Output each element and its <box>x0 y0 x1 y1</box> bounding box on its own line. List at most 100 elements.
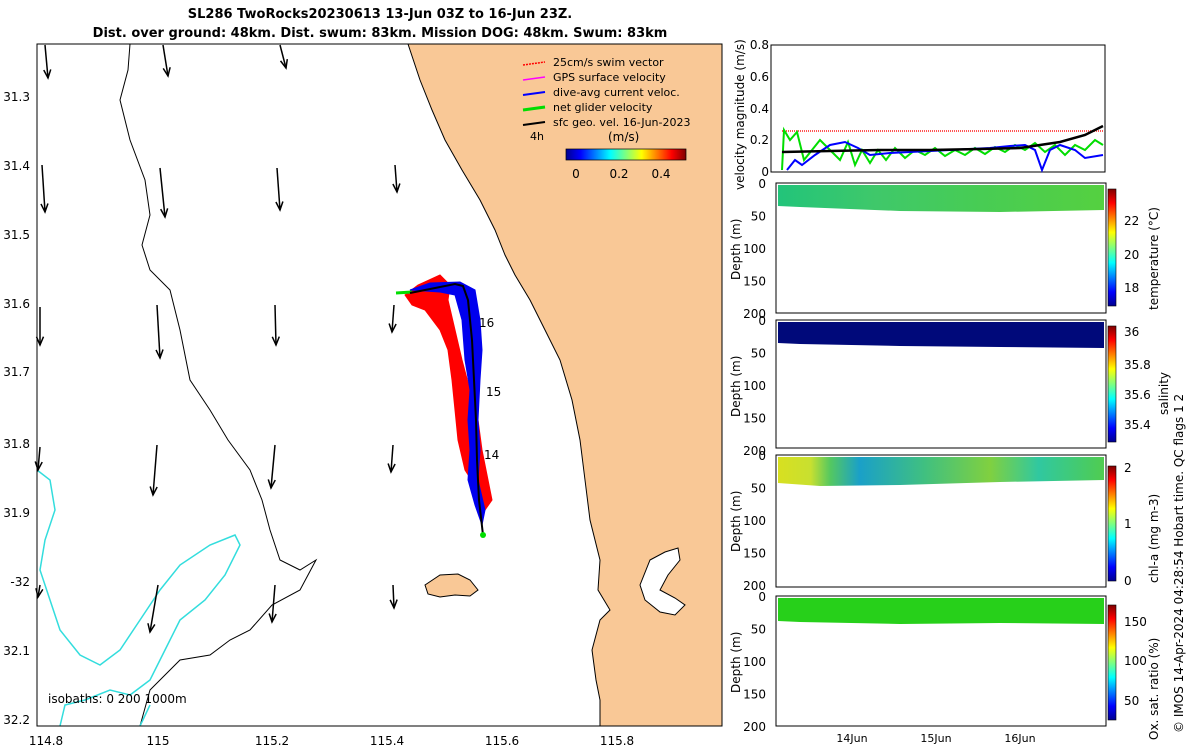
time-tick: 14Jun <box>836 732 867 745</box>
geo-arrow <box>267 444 276 490</box>
y-tick: 0.2 <box>750 133 769 147</box>
cbar-tick: 2 <box>1124 461 1132 475</box>
depth-axes: 0 50 100 150 200 Depth (m) 0 50 100 150 200 Depth (… <box>729 177 766 734</box>
time-step-label: 4h <box>530 130 544 143</box>
geo-arrow <box>149 444 158 497</box>
map-axes: 114.8 115 115.2 115.4 115.6 115.8 31.3 3… <box>3 90 634 748</box>
depth-tick: 100 <box>743 514 766 528</box>
cbar-tick: 22 <box>1124 214 1139 228</box>
depth-tick: 0 <box>758 590 766 604</box>
imos-credit: © IMOS 14-Apr-2024 04:28:54 Hobart time.… <box>1172 393 1186 733</box>
current-vectors <box>409 281 486 527</box>
legend-swatch <box>522 61 546 66</box>
cbar-tick: 100 <box>1124 654 1147 668</box>
depth-tick: 50 <box>751 210 766 224</box>
colorbar-tick: 0 <box>572 167 580 181</box>
colorbar-tick: 0.4 <box>651 167 670 181</box>
cbar-tick: 35.8 <box>1124 358 1151 372</box>
depth-tick: 50 <box>751 347 766 361</box>
chla-panel: 2 1 0 chl-a (mg m-3) <box>775 454 1161 588</box>
chla-label: chl-a (mg m-3) <box>1147 494 1161 583</box>
depth-tick: 0 <box>758 449 766 463</box>
depth-tick: 200 <box>743 720 766 734</box>
salinity-panel: 36 35.8 35.6 35.4 salinity <box>775 319 1171 449</box>
cbar-tick: 18 <box>1124 281 1139 295</box>
net-velocity <box>395 290 413 295</box>
salinity-label: salinity <box>1157 372 1171 415</box>
salinity-colorbar <box>1107 325 1117 443</box>
geo-arrow <box>35 584 44 599</box>
day-label-16: 16 <box>479 316 494 330</box>
temperature-colorbar <box>1107 188 1117 307</box>
cbar-tick: 35.6 <box>1124 388 1151 402</box>
map-panel <box>36 43 723 727</box>
x-tick: 115 <box>147 734 170 748</box>
geo-arrow <box>388 304 397 334</box>
legend-swatch <box>522 76 546 81</box>
net-velocity-line <box>781 126 1104 171</box>
geo-arrow <box>159 167 169 219</box>
depth-tick: 200 <box>743 307 766 321</box>
depth-tick: 100 <box>743 655 766 669</box>
x-tick: 114.8 <box>29 734 63 748</box>
geo-arrow <box>387 444 396 474</box>
plot-title-line1: SL286 TwoRocks20230613 13-Jun 03Z to 16-… <box>187 7 573 22</box>
geo-arrow <box>34 446 43 472</box>
peel-estuary <box>639 547 686 616</box>
cbar-tick: 50 <box>1124 694 1139 708</box>
isobath-1000m <box>36 469 241 727</box>
geo-arrow <box>268 584 277 624</box>
land-mass <box>407 43 723 727</box>
legend-label: net glider velocity <box>553 101 653 114</box>
y-tick: 0.4 <box>750 102 769 116</box>
depth-tick: 150 <box>743 412 766 426</box>
legend-item: 25cm/s swim vector <box>522 56 664 69</box>
oxygen-section <box>778 598 1104 624</box>
geo-arrow <box>162 44 171 78</box>
depth-ylabel: Depth (m) <box>729 491 743 552</box>
chla-colorbar <box>1107 465 1117 582</box>
geostrophic-arrows <box>34 44 401 634</box>
y-tick: 0.6 <box>750 70 769 84</box>
x-tick: 115.4 <box>370 734 404 748</box>
cbar-tick: 20 <box>1124 248 1139 262</box>
time-tick: 15Jun <box>920 732 951 745</box>
cbar-tick: 1 <box>1124 517 1132 531</box>
geo-arrow <box>275 167 284 212</box>
depth-tick: 0 <box>758 177 766 191</box>
y-tick: 32.2 <box>3 713 30 727</box>
track-end <box>480 532 486 538</box>
chla-section <box>778 457 1104 486</box>
speed-colorbar <box>565 148 687 161</box>
velocity-ylabel: velocity magnitude (m/s) <box>733 39 747 190</box>
geo-arrow <box>389 584 398 610</box>
velocity-axes <box>770 44 1106 173</box>
y-tick: 0 <box>761 165 769 179</box>
isobath-1000m-b <box>139 704 151 727</box>
geo-arrow <box>147 584 159 634</box>
temperature-panel: 22 20 18 temperature (°C) <box>775 182 1161 314</box>
cbar-tick: 35.4 <box>1124 418 1151 432</box>
cbar-tick: 0 <box>1124 574 1132 588</box>
legend-swatch <box>522 105 546 112</box>
y-tick: 0.8 <box>750 38 769 52</box>
time-tick: 16Jun <box>1004 732 1035 745</box>
depth-tick: 200 <box>743 579 766 593</box>
colorbar-tick: 0.2 <box>609 167 628 181</box>
geo-arrow <box>155 304 164 360</box>
map-legend: 25cm/s swim vector GPS surface velocity … <box>522 56 690 181</box>
day-label-15: 15 <box>486 385 501 399</box>
isobath-legend: isobaths: 0 200 1000m <box>48 692 187 706</box>
depth-tick: 150 <box>743 547 766 561</box>
oxygen-panel: 150 100 50 Ox. sat. ratio (%) <box>775 595 1161 740</box>
y-tick: 31.6 <box>3 297 30 311</box>
temperature-section <box>778 185 1104 212</box>
legend-swatch <box>522 91 546 96</box>
map-frame <box>36 43 723 727</box>
track-line <box>409 282 484 536</box>
legend-item: net glider velocity <box>522 101 653 114</box>
y-tick: 31.9 <box>3 506 30 520</box>
velocity-panel: 0.8 0.6 0.4 0.2 0 velocity magnitude (m/… <box>733 38 1106 190</box>
legend-label: GPS surface velocity <box>553 71 666 84</box>
